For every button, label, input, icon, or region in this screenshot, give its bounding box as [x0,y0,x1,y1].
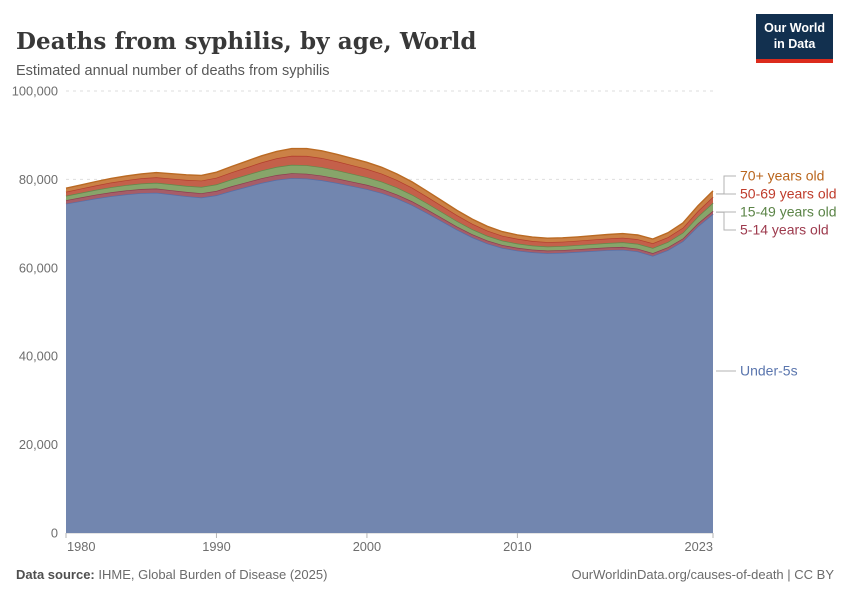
legend-label-5-14-years-old[interactable]: 5-14 years old [740,222,829,238]
legend-label-15-49-years-old[interactable]: 15-49 years old [740,204,837,220]
area-under-5s[interactable] [66,178,713,533]
legend-label-50-69-years-old[interactable]: 50-69 years old [740,186,837,202]
x-tick-label: 1990 [202,539,230,554]
owid-logo: Our World in Data [756,14,833,63]
chart-title: Deaths from syphilis, by age, World [16,28,477,56]
y-tick-label: 20,000 [19,437,58,452]
legend-connector [716,175,736,195]
y-tick-label: 60,000 [19,260,58,275]
data-source-value: IHME, Global Burden of Disease (2025) [94,567,328,582]
area-70-years-old[interactable] [66,148,713,244]
area-15-49-years-old[interactable] [66,164,713,254]
owid-logo-line2: in Data [773,37,816,52]
area-50-69-years-old[interactable] [66,155,713,248]
legend-label-70-years-old[interactable]: 70+ years old [740,168,824,184]
line-70-years-old [65,147,714,240]
y-tick-label: 40,000 [19,349,58,364]
y-tick-label: 100,000 [12,84,58,99]
x-tick-label: 1980 [67,539,95,554]
y-tick-label: 80,000 [19,172,58,187]
x-tick-label: 2010 [503,539,531,554]
legend-connector [716,211,736,231]
data-source-label: Data source: [16,567,95,582]
chart-footer: Data source: IHME, Global Burden of Dise… [0,567,850,582]
x-tick-label: 2023 [685,539,713,554]
y-tick-label: 0 [51,526,58,541]
x-tick-label: 2000 [353,539,381,554]
legend-label-under-5s[interactable]: Under-5s [740,363,798,379]
owid-logo-line1: Our World [764,21,825,35]
chart-subtitle: Estimated annual number of deaths from s… [16,63,330,79]
data-source-note: Data source: IHME, Global Burden of Dise… [16,567,327,582]
owid-link: OurWorldinData.org/causes-of-death | CC … [571,567,834,582]
